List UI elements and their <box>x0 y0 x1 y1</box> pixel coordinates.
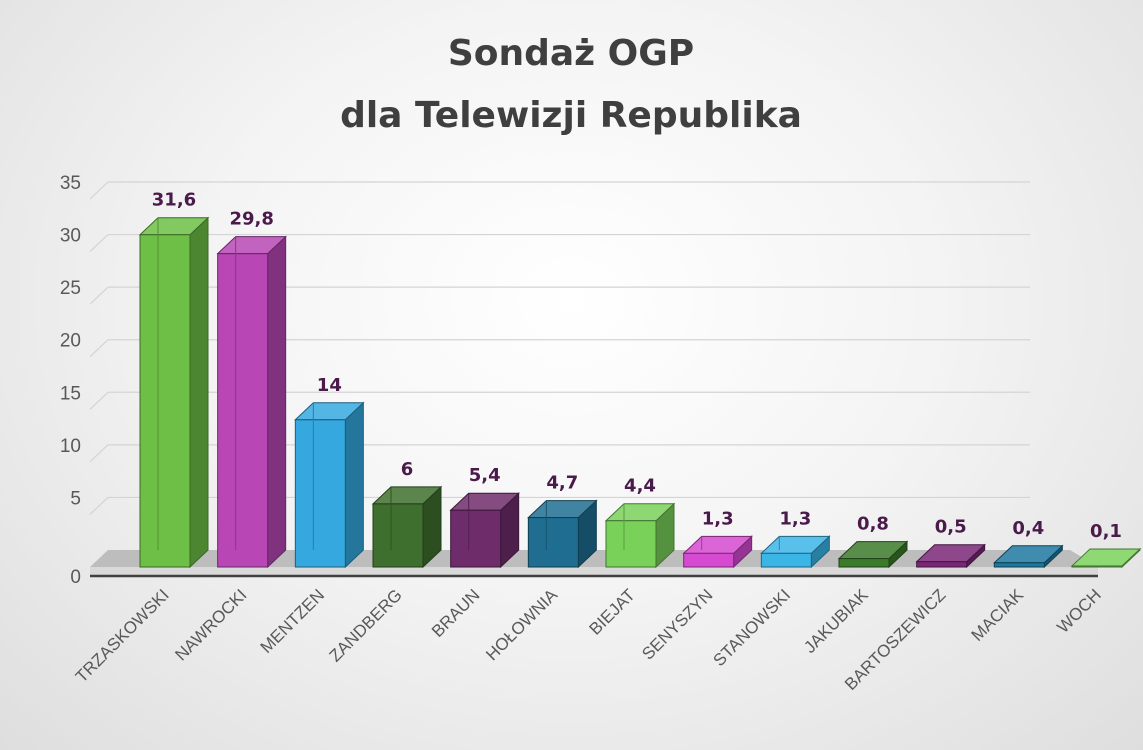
chart-title-line-1: Sondaż OGP <box>448 33 694 74</box>
category-label: STANOWSKI <box>709 585 794 670</box>
chart-title-line-2: dla Telewizji Republika <box>340 95 802 136</box>
bar-front <box>527 517 579 568</box>
gridline-side <box>89 391 109 410</box>
gridline-side <box>89 339 109 358</box>
bar <box>527 499 598 569</box>
y-axis: 0 5 10 15 20 25 30 35 <box>60 173 81 588</box>
y-tick-label: 10 <box>60 436 81 457</box>
category-label: JAKUBIAK <box>800 585 872 657</box>
bar-top <box>1070 548 1142 567</box>
data-label: 6 <box>401 459 414 480</box>
gridline-side <box>89 234 109 253</box>
bar <box>993 544 1064 569</box>
category-label: BRAUN <box>428 585 484 641</box>
category-label: NAWROCKI <box>171 585 250 664</box>
category-label: WOCH <box>1053 585 1104 636</box>
bar-front <box>916 561 968 568</box>
category-label: MENTZEN <box>257 585 329 657</box>
data-labels: 31,6 29,8 14 6 5,4 4,7 4,4 1,3 1,3 0,8 0,5 0,4 0,1 <box>152 190 1122 542</box>
bar-front <box>294 419 346 568</box>
gridline-side <box>89 181 109 200</box>
category-label: HOŁOWNIA <box>482 585 561 664</box>
bar-front <box>605 520 657 568</box>
bar-front <box>838 558 890 568</box>
y-tick-label: 0 <box>70 567 81 588</box>
data-label: 0,5 <box>935 517 967 538</box>
bar-front <box>139 234 191 568</box>
bar <box>604 502 676 569</box>
data-label: 0,8 <box>857 514 889 535</box>
floor-edge <box>90 567 1098 576</box>
bar <box>371 485 443 569</box>
gridline-side <box>89 496 109 515</box>
bar <box>760 535 831 569</box>
bar <box>449 492 520 569</box>
bar <box>682 535 753 569</box>
bars <box>138 216 1142 569</box>
gridline-side <box>89 286 109 305</box>
category-label: MACIAK <box>968 585 1028 645</box>
data-label: 29,8 <box>229 209 273 230</box>
y-tick-label: 20 <box>60 331 81 352</box>
category-label: SENYSZYN <box>638 585 716 663</box>
bar-front <box>993 562 1045 568</box>
data-label: 5,4 <box>469 465 501 486</box>
y-tick-label: 30 <box>60 226 81 247</box>
data-label: 4,7 <box>546 473 578 494</box>
y-tick-label: 25 <box>60 278 81 299</box>
category-label: TRZASKOWSKI <box>72 585 173 686</box>
data-label: 31,6 <box>152 190 196 211</box>
bar-side <box>344 401 364 569</box>
bar-front <box>683 552 735 568</box>
bar-front <box>217 253 269 568</box>
bar-side <box>267 235 287 569</box>
data-label: 14 <box>317 375 342 396</box>
bar-side <box>189 216 209 569</box>
bar <box>294 401 365 569</box>
bar-front <box>450 509 502 568</box>
data-label: 0,4 <box>1012 518 1044 539</box>
y-tick-label: 5 <box>70 488 81 509</box>
data-label: 4,4 <box>624 476 656 497</box>
bar-front <box>760 552 812 568</box>
data-label: 0,1 <box>1090 521 1122 542</box>
bar <box>138 216 210 569</box>
category-label: ZANDBERG <box>326 585 406 665</box>
data-label: 1,3 <box>702 508 734 529</box>
data-label: 1,3 <box>779 508 811 529</box>
bar <box>1070 547 1142 569</box>
y-tick-label: 15 <box>60 383 81 404</box>
bar <box>216 235 287 569</box>
category-label: BIEJAT <box>586 585 639 638</box>
bar-front <box>372 503 424 568</box>
bar <box>915 543 986 569</box>
gridline-side <box>89 444 109 463</box>
bar-front <box>1071 565 1123 568</box>
y-tick-label: 35 <box>60 173 81 194</box>
bar <box>837 540 909 569</box>
